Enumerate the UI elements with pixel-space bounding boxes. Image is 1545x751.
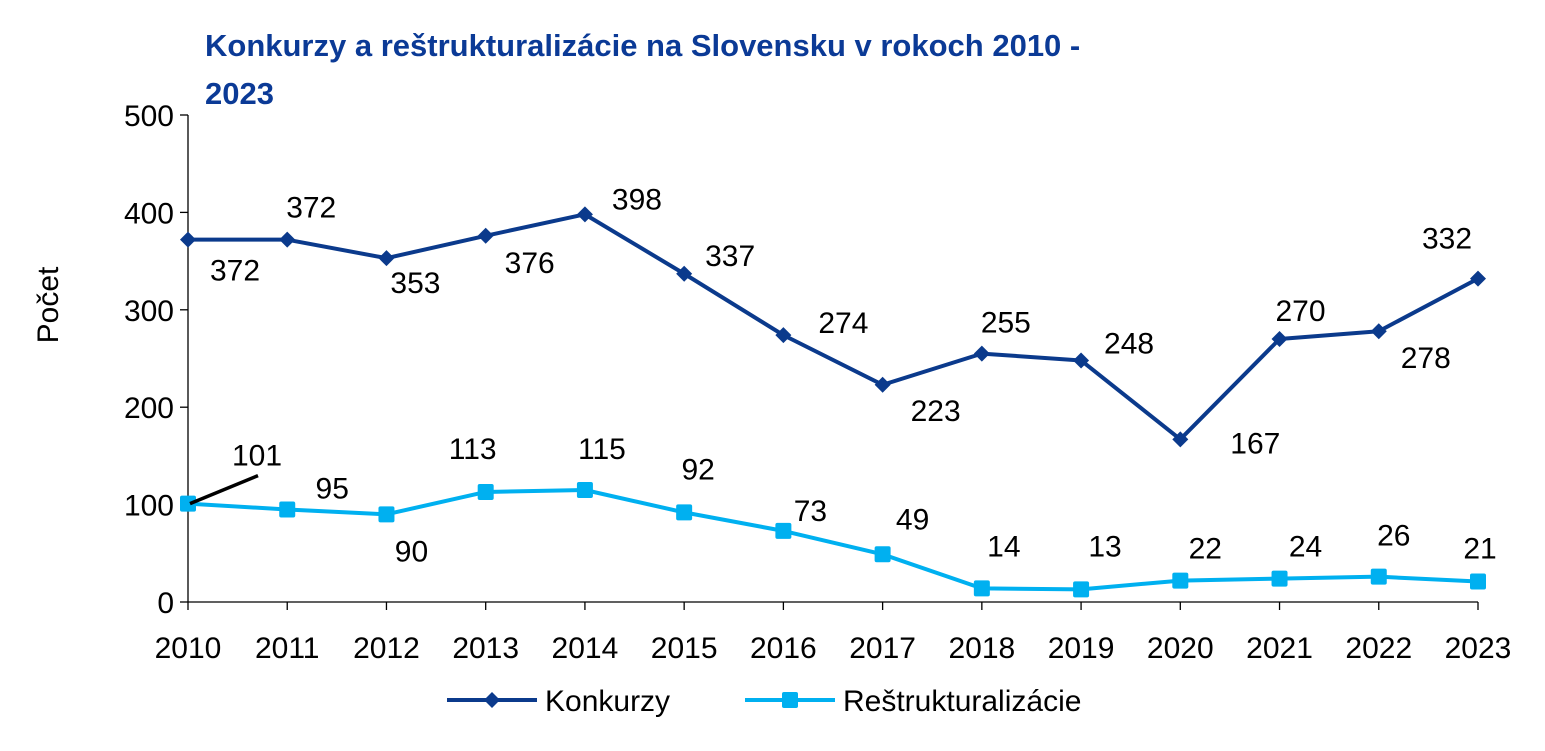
data-point-restrukturalizacie — [180, 495, 196, 512]
data-label-konkurzy: 274 — [818, 307, 868, 340]
legend-marker — [484, 692, 500, 708]
data-point-restrukturalizacie — [1172, 572, 1189, 589]
data-point-restrukturalizacie — [1073, 581, 1090, 598]
x-tick-label: 2012 — [353, 632, 420, 665]
x-tick-label: 2018 — [948, 632, 1015, 665]
data-point-restrukturalizacie — [973, 580, 990, 597]
data-point-konkurzy — [378, 250, 395, 267]
data-point-konkurzy — [775, 327, 792, 344]
x-tick-label: 2019 — [1048, 632, 1115, 665]
data-point-konkurzy — [874, 376, 891, 393]
legend-item: Konkurzy — [447, 685, 670, 718]
data-label-restrukturalizacie: 73 — [794, 495, 827, 528]
data-point-restrukturalizacie — [477, 483, 494, 500]
data-point-konkurzy — [180, 231, 196, 248]
x-tick-label: 2020 — [1147, 632, 1214, 665]
y-axis-label: Počet — [32, 266, 65, 343]
data-point-restrukturalizacie — [1470, 573, 1486, 590]
data-label-konkurzy: 376 — [505, 247, 555, 280]
x-tick-label: 2021 — [1246, 632, 1313, 665]
data-point-restrukturalizacie — [1370, 568, 1387, 585]
data-label-konkurzy: 332 — [1422, 223, 1472, 256]
data-label-konkurzy: 167 — [1230, 427, 1280, 460]
data-point-restrukturalizacie — [279, 501, 296, 518]
chart-title-line-2: 2023 — [205, 76, 274, 111]
data-label-konkurzy: 398 — [612, 183, 662, 216]
data-label-restrukturalizacie: 113 — [449, 433, 497, 466]
data-point-konkurzy — [477, 227, 494, 244]
x-tick-label: 2015 — [651, 632, 718, 665]
data-point-konkurzy — [973, 345, 990, 362]
series-line-konkurzy — [188, 212, 1479, 442]
y-tick-label: 300 — [124, 295, 174, 328]
data-label-konkurzy: 337 — [705, 240, 755, 273]
data-label-konkurzy: 372 — [210, 255, 260, 288]
data-point-restrukturalizacie — [775, 522, 792, 539]
chart-title-line-1: Konkurzy a reštrukturalizácie na Slovens… — [205, 28, 1080, 63]
data-label-konkurzy: 248 — [1104, 327, 1154, 360]
series-line-restrukturalizacie — [187, 487, 1479, 592]
data-label-restrukturalizacie: 21 — [1463, 533, 1496, 566]
data-label-restrukturalizacie: 22 — [1189, 533, 1222, 566]
data-label-konkurzy: 278 — [1401, 342, 1451, 375]
legend-marker — [782, 692, 798, 708]
data-label-restrukturalizacie: 115 — [578, 433, 626, 466]
data-point-restrukturalizacie — [1271, 570, 1288, 587]
data-label-restrukturalizacie: 49 — [896, 503, 929, 536]
data-label-konkurzy: 270 — [1276, 295, 1326, 328]
data-point-konkurzy — [576, 206, 593, 223]
data-point-konkurzy — [676, 265, 693, 282]
data-label-konkurzy: 255 — [981, 307, 1031, 340]
data-point-konkurzy — [279, 231, 296, 248]
data-point-konkurzy — [1470, 270, 1486, 287]
data-label-restrukturalizacie: 14 — [987, 530, 1020, 563]
y-tick-label: 200 — [124, 392, 174, 425]
y-tick-label: 400 — [124, 197, 174, 230]
data-point-restrukturalizacie — [378, 506, 395, 523]
x-tick-label: 2023 — [1445, 632, 1512, 665]
legend-label: Konkurzy — [545, 685, 670, 718]
data-label-konkurzy: 223 — [911, 395, 961, 428]
data-point-restrukturalizacie — [874, 546, 891, 563]
data-point-konkurzy — [1271, 331, 1288, 348]
x-tick-label: 2017 — [849, 632, 916, 665]
data-point-konkurzy — [1073, 352, 1090, 369]
data-label-restrukturalizacie: 13 — [1088, 530, 1121, 563]
x-tick-label: 2010 — [155, 632, 222, 665]
data-label-restrukturalizacie: 90 — [395, 535, 428, 568]
y-tick-label: 0 — [157, 587, 174, 620]
data-point-konkurzy — [1172, 431, 1189, 448]
x-tick-label: 2016 — [750, 632, 817, 665]
data-label-restrukturalizacie: 26 — [1377, 520, 1410, 553]
data-label-leader-line — [189, 474, 259, 506]
data-point-konkurzy — [1370, 323, 1387, 340]
legend-label: Reštrukturalizácie — [843, 685, 1081, 718]
data-label-konkurzy: 372 — [286, 192, 336, 225]
y-tick-label: 500 — [124, 100, 174, 133]
data-label-restrukturalizacie: 92 — [681, 453, 714, 486]
legend-item: Reštrukturalizácie — [745, 685, 1081, 718]
data-label-konkurzy: 353 — [390, 267, 440, 300]
data-label-restrukturalizacie: 101 — [232, 440, 282, 473]
x-tick-label: 2011 — [255, 632, 320, 665]
y-tick-label: 100 — [124, 490, 174, 523]
data-point-restrukturalizacie — [576, 481, 593, 498]
data-label-restrukturalizacie: 95 — [316, 472, 349, 505]
data-point-restrukturalizacie — [676, 504, 693, 521]
x-tick-label: 2014 — [552, 632, 619, 665]
x-tick-label: 2013 — [452, 632, 519, 665]
x-tick-label: 2022 — [1345, 632, 1412, 665]
data-label-restrukturalizacie: 24 — [1289, 531, 1322, 564]
